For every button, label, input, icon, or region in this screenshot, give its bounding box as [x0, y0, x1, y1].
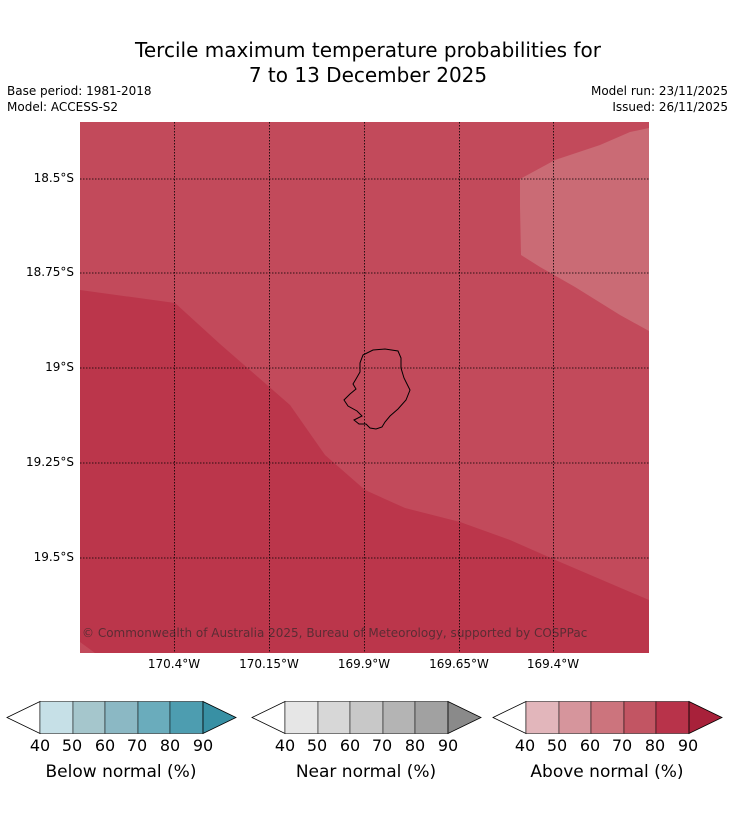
- tick-label: 60: [339, 736, 361, 755]
- colorbar-extend-high: [447, 700, 482, 735]
- island-coastline: [343, 348, 411, 430]
- tick-label: 80: [644, 736, 666, 755]
- chart-title: Tercile maximum temperature probabilitie…: [0, 38, 736, 88]
- tick-label: 90: [192, 736, 214, 755]
- tick-label: 40: [274, 736, 296, 755]
- tick-label: 70: [611, 736, 633, 755]
- tick-label: 50: [306, 736, 328, 755]
- colorbar-segment: [137, 701, 171, 734]
- tick-label: 70: [371, 736, 393, 755]
- tick-label: 80: [404, 736, 426, 755]
- model-run: Model run: 23/11/2025: [590, 84, 728, 98]
- colorbar-segment: [72, 701, 106, 734]
- colorbar-extend-low: [6, 700, 41, 735]
- gridlines: [80, 122, 649, 653]
- colorbar-segment: [590, 701, 625, 734]
- lon-label: 170.4°W: [147, 657, 201, 671]
- colorbar-extend-low: [492, 700, 527, 735]
- lon-label: 169.65°W: [429, 657, 489, 671]
- colorbar-extend-low: [251, 700, 286, 735]
- colorbar-segment: [655, 701, 690, 734]
- region-above-lower-corner: [80, 642, 95, 653]
- tick-label: 40: [514, 736, 536, 755]
- lat-label: 18.75°S: [26, 265, 74, 279]
- lon-label: 169.9°W: [337, 657, 391, 671]
- lat-label: 19°S: [45, 360, 74, 374]
- probability-map: [80, 122, 649, 653]
- model-name: Model: ACCESS-S2: [7, 100, 119, 114]
- colorbar-segment: [525, 701, 560, 734]
- tick-label: 60: [579, 736, 601, 755]
- colorbar-segment: [169, 701, 204, 734]
- colorbar-segment: [39, 701, 74, 734]
- copyright-notice: © Commonwealth of Australia 2025, Bureau…: [82, 626, 588, 640]
- colorbar-segment: [414, 701, 449, 734]
- colorbar-segment: [558, 701, 592, 734]
- title-line-2: 7 to 13 December 2025: [248, 63, 488, 87]
- tick-label: 60: [94, 736, 116, 755]
- colorbar-label-near: Near normal (%): [295, 762, 437, 782]
- tick-label: 50: [546, 736, 568, 755]
- colorbar-segment: [317, 701, 351, 734]
- colorbar-near-normal: [251, 700, 482, 735]
- lat-label: 18.5°S: [33, 171, 74, 185]
- colorbar-label-above: Above normal (%): [530, 762, 684, 782]
- lat-label: 19.5°S: [33, 550, 74, 564]
- tick-label: 40: [29, 736, 51, 755]
- colorbar-segment: [349, 701, 384, 734]
- colorbar-segment: [382, 701, 416, 734]
- meta-left: Base period: 1981-2018 Model: ACCESS-S2: [7, 83, 152, 115]
- lon-label: 169.4°W: [526, 657, 580, 671]
- title-line-1: Tercile maximum temperature probabilitie…: [135, 38, 601, 62]
- meta-right: Model run: 23/11/2025 Issued: 26/11/2025: [591, 83, 728, 115]
- lat-label: 19.25°S: [26, 455, 74, 469]
- lon-label: 170.15°W: [239, 657, 299, 671]
- tick-label: 90: [437, 736, 459, 755]
- colorbar-extend-high: [202, 700, 237, 735]
- issued-date: Issued: 26/11/2025: [612, 100, 728, 114]
- colorbar-segment: [284, 701, 319, 734]
- colorbar-segment: [623, 701, 657, 734]
- tick-label: 50: [61, 736, 83, 755]
- colorbar-above-normal: [492, 700, 723, 735]
- tick-label: 70: [126, 736, 148, 755]
- region-above-80-90: [80, 290, 649, 653]
- colorbar-label-below: Below normal (%): [45, 762, 197, 782]
- colorbar-below-normal: [6, 700, 237, 735]
- base-period: Base period: 1981-2018: [7, 84, 152, 98]
- tick-label: 80: [159, 736, 181, 755]
- colorbar-extend-high: [688, 700, 723, 735]
- colorbar-segment: [104, 701, 139, 734]
- tick-label: 90: [677, 736, 699, 755]
